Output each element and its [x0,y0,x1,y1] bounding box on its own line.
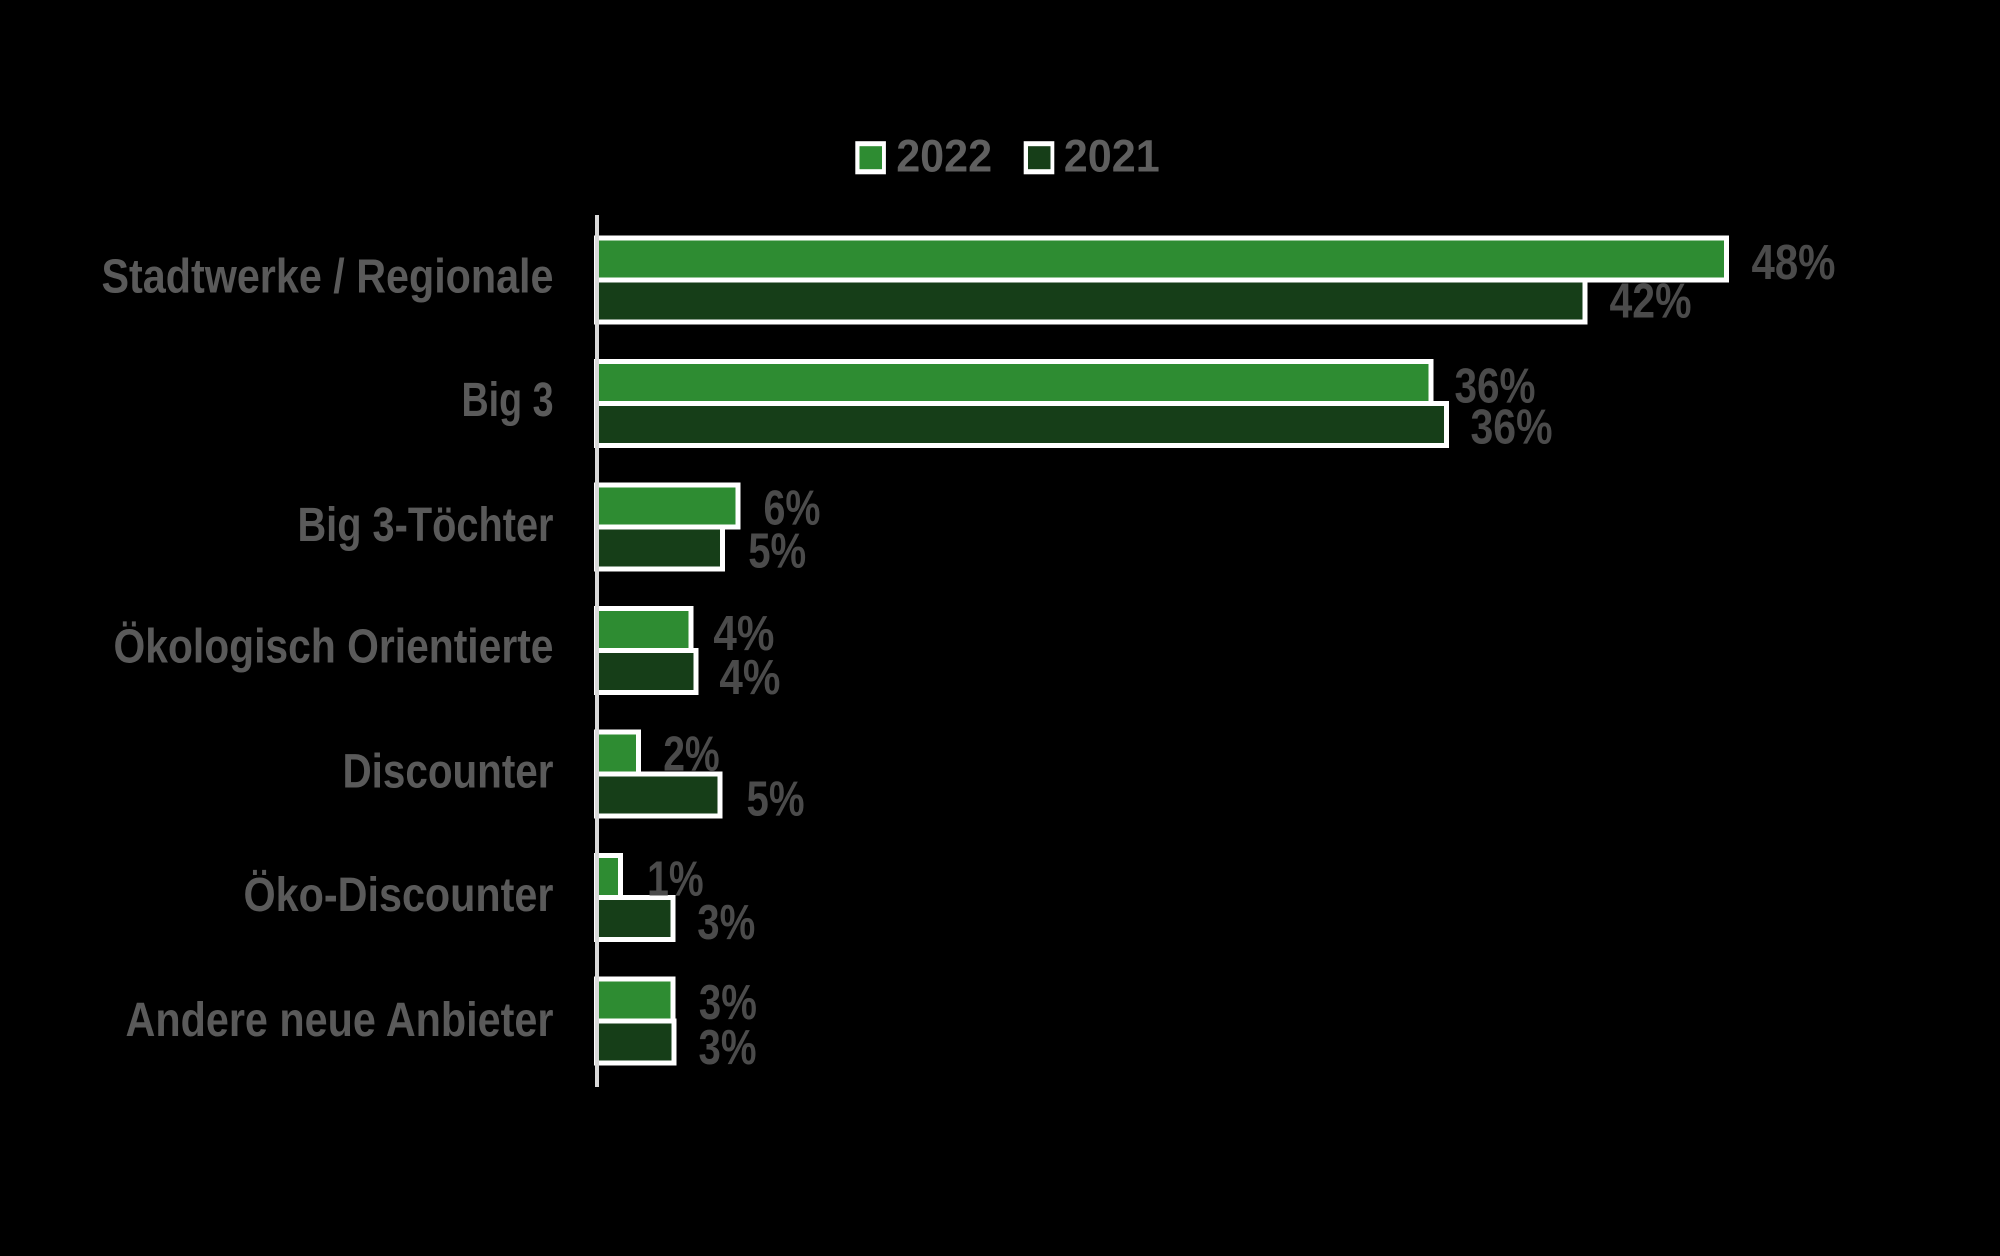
svg-text:Andere neue Anbieter: Andere neue Anbieter [126,994,554,1047]
svg-text:2021: 2021 [1064,131,1160,182]
svg-text:4%: 4% [713,607,774,661]
svg-text:36%: 36% [1471,401,1553,455]
svg-text:Stadtwerke / Regionale: Stadtwerke / Regionale [102,251,554,304]
svg-text:Ökologisch Orientierte: Ökologisch Orientierte [114,621,554,674]
svg-text:36%: 36% [1455,360,1536,414]
svg-text:5%: 5% [747,773,805,827]
svg-text:3%: 3% [699,1021,757,1075]
svg-text:1%: 1% [647,853,704,907]
svg-text:Discounter: Discounter [343,746,554,799]
svg-text:3%: 3% [697,896,755,950]
svg-text:3%: 3% [699,976,757,1030]
svg-text:48%: 48% [1752,236,1836,290]
svg-text:2022: 2022 [896,131,992,182]
svg-text:42%: 42% [1610,275,1692,329]
svg-text:Öko-Discounter: Öko-Discounter [244,869,554,922]
svg-text:Big 3: Big 3 [462,374,554,427]
svg-text:4%: 4% [719,651,780,705]
svg-text:Big 3-Töchter: Big 3-Töchter [298,499,554,552]
svg-text:2%: 2% [663,728,720,782]
svg-text:5%: 5% [748,525,806,579]
svg-text:6%: 6% [764,482,821,536]
